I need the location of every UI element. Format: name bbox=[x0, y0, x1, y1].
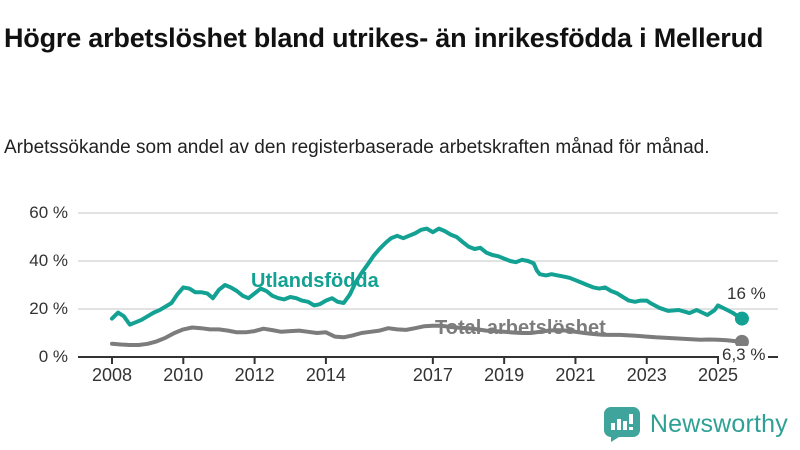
x-tick-label: 2012 bbox=[234, 365, 275, 385]
end-value-label-utlandsfodda: 16 % bbox=[727, 284, 766, 303]
x-tick-label: 2017 bbox=[412, 365, 453, 385]
y-tick-label: 40 % bbox=[29, 251, 68, 270]
x-tick-label: 2021 bbox=[555, 365, 596, 385]
bar-chart-speech-bubble-icon bbox=[603, 407, 640, 442]
end-value-label-total: 6,3 % bbox=[719, 346, 769, 363]
series-label-utlandsfodda: Utlandsfödda bbox=[251, 270, 379, 292]
x-tick-label: 2008 bbox=[91, 365, 133, 385]
newsworthy-wordmark: Newsworthy bbox=[649, 409, 788, 438]
y-tick-label: 20 % bbox=[29, 299, 68, 318]
page-title: Högre arbetslöshet bland utrikes- än inr… bbox=[4, 23, 764, 54]
x-tick-label: 2014 bbox=[305, 365, 346, 385]
chart-subtitle: Arbetssökande som andel av den registerb… bbox=[4, 137, 710, 158]
x-tick-label: 2023 bbox=[626, 365, 667, 385]
x-tick-label: 2019 bbox=[484, 365, 525, 385]
y-tick-label: 60 % bbox=[29, 203, 68, 222]
x-tick-label: 2010 bbox=[163, 365, 204, 385]
x-tick-label: 2025 bbox=[698, 365, 739, 385]
y-tick-label: 0 % bbox=[38, 347, 68, 366]
newsworthy-logo: Newsworthy bbox=[603, 404, 788, 444]
series-label-total: Total arbetslöshet bbox=[435, 317, 606, 339]
